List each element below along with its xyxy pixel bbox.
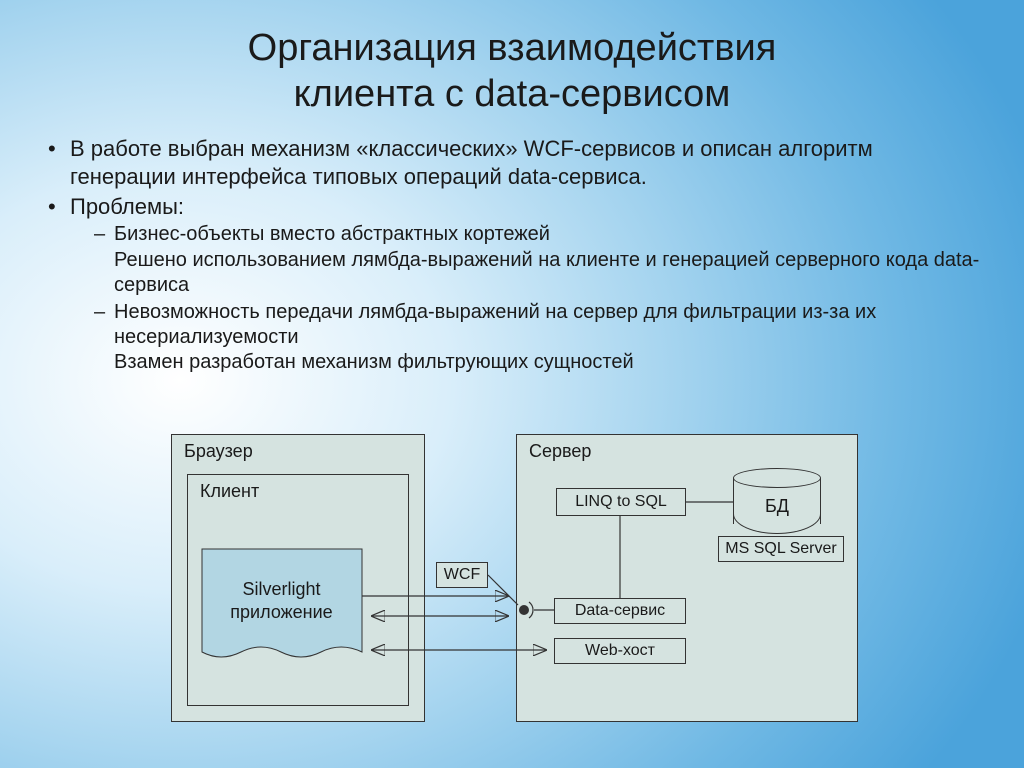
client-label: Клиент: [200, 481, 259, 502]
bullet-1: В работе выбран механизм «классических» …: [44, 135, 980, 190]
browser-label: Браузер: [184, 441, 253, 462]
browser-box: Браузер: [171, 434, 425, 722]
wcf-box: WCF: [436, 562, 488, 588]
silverlight-box: Silverlight приложение: [201, 548, 366, 683]
client-box: Клиент: [187, 474, 409, 706]
sub-bullet-1: Бизнес-объекты вместо абстрактных кортеж…: [70, 222, 980, 298]
web-host-box: Web-хост: [554, 638, 686, 664]
slide-title: Организация взаимодействия клиента с dat…: [0, 0, 1024, 117]
bullet-content: В работе выбран механизм «классических» …: [0, 117, 1024, 375]
server-label: Сервер: [529, 441, 591, 462]
database-icon: БД: [733, 468, 821, 526]
sub-bullet-2: Невозможность передачи лямбда-выражений …: [70, 300, 980, 376]
server-box: Сервер: [516, 434, 858, 722]
linq-box: LINQ to SQL: [556, 488, 686, 516]
data-service-box: Data-сервис: [554, 598, 686, 624]
mssql-box: MS SQL Server: [718, 536, 844, 562]
bullet-2: Проблемы: Бизнес-объекты вместо абстракт…: [44, 193, 980, 376]
